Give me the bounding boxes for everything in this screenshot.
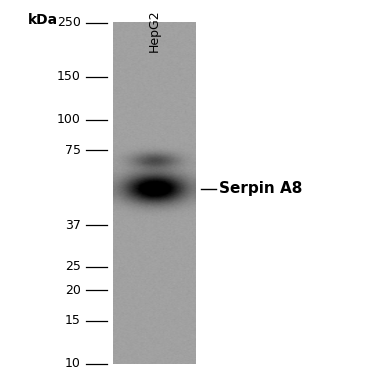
Text: 10: 10 [65,357,81,370]
Text: Serpin A8: Serpin A8 [219,182,303,196]
Text: 250: 250 [57,16,81,29]
Text: 25: 25 [65,260,81,273]
Text: HepG2: HepG2 [147,9,160,52]
Text: 20: 20 [65,284,81,297]
Text: 150: 150 [57,70,81,83]
Text: 15: 15 [65,314,81,327]
Text: 75: 75 [64,144,81,157]
Text: 37: 37 [65,219,81,231]
Text: kDa: kDa [28,13,58,27]
Text: 100: 100 [57,113,81,126]
